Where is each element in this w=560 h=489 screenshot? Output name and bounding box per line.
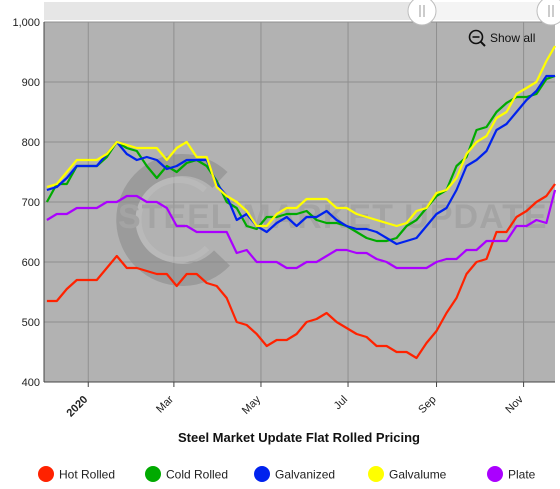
y-tick-label: 400 xyxy=(22,377,40,389)
series-line-galvalume[interactable] xyxy=(46,45,556,228)
x-tick-label: Mar xyxy=(154,393,176,415)
chart-title: Steel Market Update Flat Rolled Pricing xyxy=(178,430,420,445)
series-line-cold-rolled[interactable] xyxy=(45,74,556,243)
series-line-plate[interactable] xyxy=(46,189,557,270)
range-navigator[interactable] xyxy=(44,0,560,26)
grip-handle-icon xyxy=(419,5,425,17)
navigator-handle-right[interactable] xyxy=(536,0,560,26)
series-lines xyxy=(45,45,557,360)
legend-item-hot-rolled[interactable]: Hot Rolled xyxy=(38,466,115,482)
y-tick-label: 900 xyxy=(22,77,40,89)
legend-label: Cold Rolled xyxy=(166,468,228,482)
legend-item-galvalume[interactable]: Galvalume xyxy=(368,466,447,482)
series-line-galvanized[interactable] xyxy=(46,74,555,246)
show-all-label: Show all xyxy=(490,31,535,45)
x-tick-label: Jul xyxy=(332,394,350,412)
legend-label: Plate xyxy=(508,468,536,482)
y-tick-label: 700 xyxy=(22,197,40,209)
legend-item-galvanized[interactable]: Galvanized xyxy=(254,466,335,482)
y-tick-label: 1,000 xyxy=(12,17,40,29)
x-tick-label: May xyxy=(240,393,264,417)
legend-marker xyxy=(145,466,161,482)
legend-marker xyxy=(487,466,503,482)
series-line-hot-rolled[interactable] xyxy=(46,183,556,360)
x-tick-label: 2020 xyxy=(65,394,91,420)
legend-label: Galvanized xyxy=(275,468,335,482)
legend-marker xyxy=(368,466,384,482)
grip-handle-icon xyxy=(548,5,554,17)
y-tick-label: 800 xyxy=(22,137,40,149)
navigator-handle-left[interactable] xyxy=(407,0,437,26)
legend-marker xyxy=(254,466,270,482)
legend-label: Hot Rolled xyxy=(59,468,115,482)
legend-label: Galvalume xyxy=(389,468,447,482)
legend-item-plate[interactable]: Plate xyxy=(487,466,536,482)
navigator-selection[interactable] xyxy=(422,2,555,20)
zoom-out-icon xyxy=(468,29,486,47)
legend: Hot Rolled Cold Rolled Galvanized Galvalume… xyxy=(38,466,536,482)
x-tick-label: Sep xyxy=(416,394,438,416)
x-tick-label: Nov xyxy=(503,393,526,416)
y-tick-label: 600 xyxy=(22,257,40,269)
legend-item-cold-rolled[interactable]: Cold Rolled xyxy=(145,466,228,482)
y-tick-label: 500 xyxy=(22,317,40,329)
show-all-button[interactable]: Show all xyxy=(462,27,544,49)
legend-marker xyxy=(38,466,54,482)
